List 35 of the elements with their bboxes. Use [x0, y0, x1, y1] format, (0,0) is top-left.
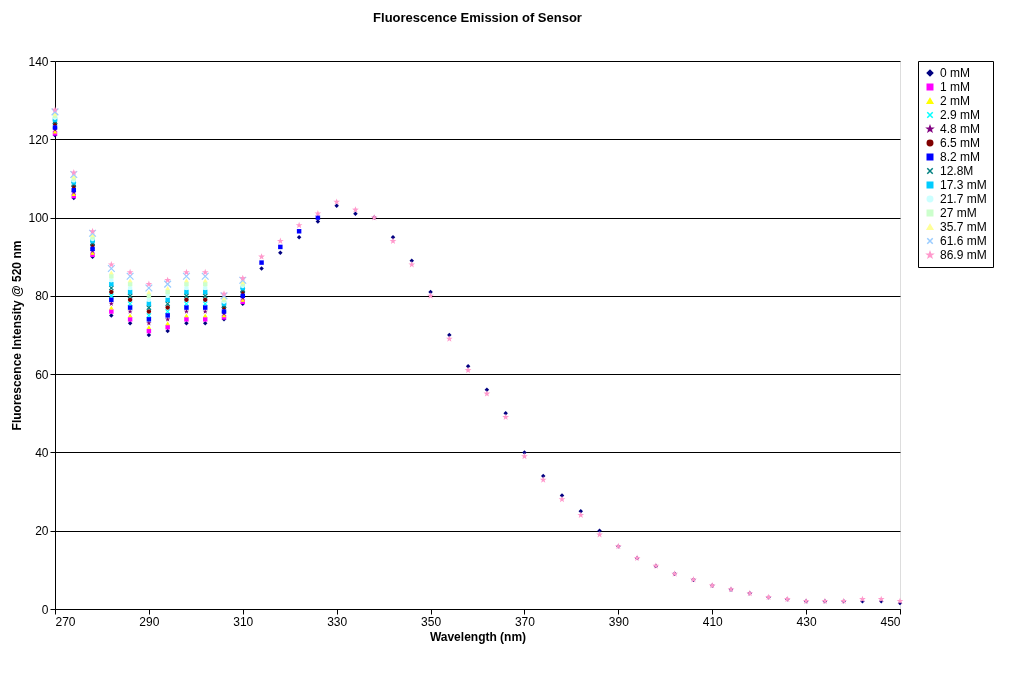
x-tick-label: 290	[139, 614, 160, 629]
y-tick-label: 120	[28, 132, 49, 147]
x-tick-label: 430	[796, 614, 817, 629]
y-tick-label: 20	[35, 524, 49, 539]
y-tick-label: 100	[28, 211, 49, 226]
x-tick-label: 450	[880, 614, 901, 629]
x-tick-label: 330	[327, 614, 348, 629]
legend-label: 4.8 mM	[940, 122, 981, 136]
legend-label: 8.2 mM	[940, 150, 981, 164]
legend-label: 0 mM	[940, 66, 970, 80]
legend-label: 61.6 mM	[940, 234, 987, 248]
legend-label: 86.9 mM	[940, 248, 987, 262]
y-tick-label: 40	[35, 445, 49, 460]
legend-label: 2 mM	[940, 94, 970, 108]
y-tick-label: 80	[35, 289, 49, 304]
x-tick-label: 390	[608, 614, 630, 629]
y-axis-title: Fluorescence Intensity @ 520 nm	[10, 240, 25, 431]
x-tick-label: 310	[233, 614, 254, 629]
x-axis-title: Wavelength (nm)	[429, 629, 527, 644]
y-tick-label: 0	[41, 602, 49, 617]
legend-label: 21.7 mM	[940, 192, 987, 206]
legend-label: 35.7 mM	[940, 220, 987, 234]
legend-label: 12.8M	[940, 164, 974, 178]
legend-label: 6.5 mM	[940, 136, 981, 150]
chart-title: Fluorescence Emission of Sensor	[373, 10, 582, 25]
x-tick-label: 370	[514, 614, 536, 629]
x-tick-label: 350	[421, 614, 442, 629]
legend-label: 27 mM	[940, 206, 977, 220]
legend-label: 2.9 mM	[940, 108, 981, 122]
legend-label: 1 mM	[940, 80, 970, 94]
x-tick-label: 270	[55, 614, 76, 629]
x-tick-label: 410	[702, 614, 724, 629]
y-tick-label: 60	[35, 367, 49, 382]
y-tick-label: 140	[28, 54, 49, 69]
legend-label: 17.3 mM	[940, 178, 987, 192]
